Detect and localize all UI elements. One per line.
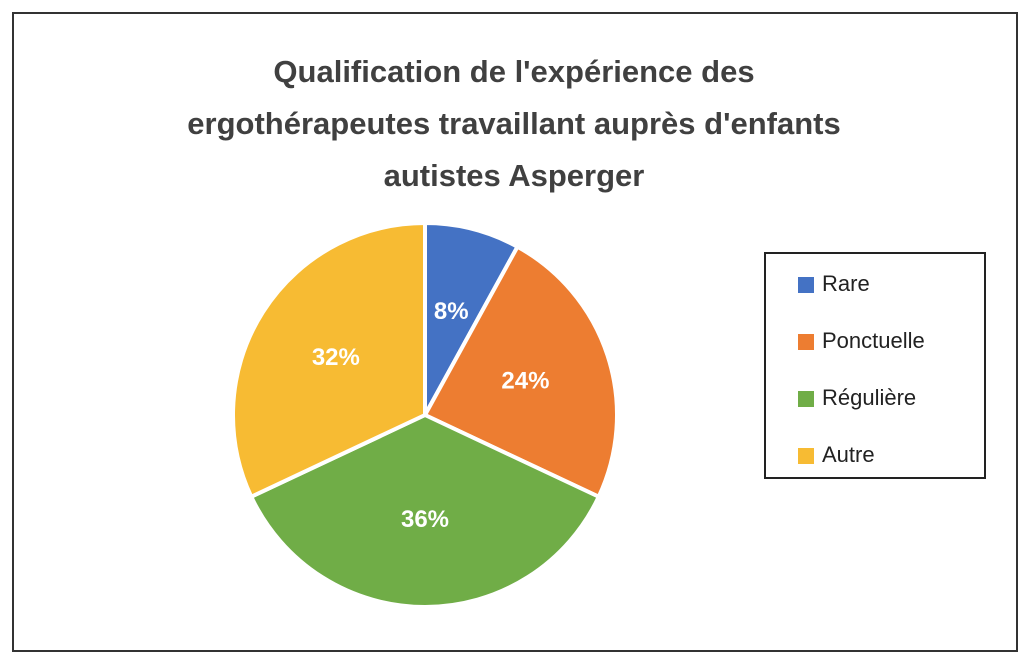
pie-slice <box>231 220 427 500</box>
data-label: 24% <box>501 368 549 395</box>
data-label: 8% <box>434 298 469 325</box>
legend-swatch <box>798 334 814 350</box>
legend-label: Régulière <box>822 385 916 410</box>
chart-title: Qualification de l'expérience des ergoth… <box>187 54 841 193</box>
pie-slice <box>248 412 602 609</box>
data-label: 32% <box>312 344 360 371</box>
legend-swatch <box>798 448 814 464</box>
pie-slice <box>422 244 619 500</box>
chart-area: Qualification de l'expérience des ergoth… <box>12 12 1018 652</box>
legend-label: Autre <box>822 442 875 467</box>
legend-label: Rare <box>822 271 870 296</box>
legend-swatch <box>798 391 814 407</box>
data-label: 36% <box>401 506 449 533</box>
legend-swatch <box>798 277 814 293</box>
legend-label: Ponctuelle <box>822 328 925 353</box>
chart: 8% 24% 36% 32% Rare Ponctuelle Régulière Autre <box>231 220 986 609</box>
